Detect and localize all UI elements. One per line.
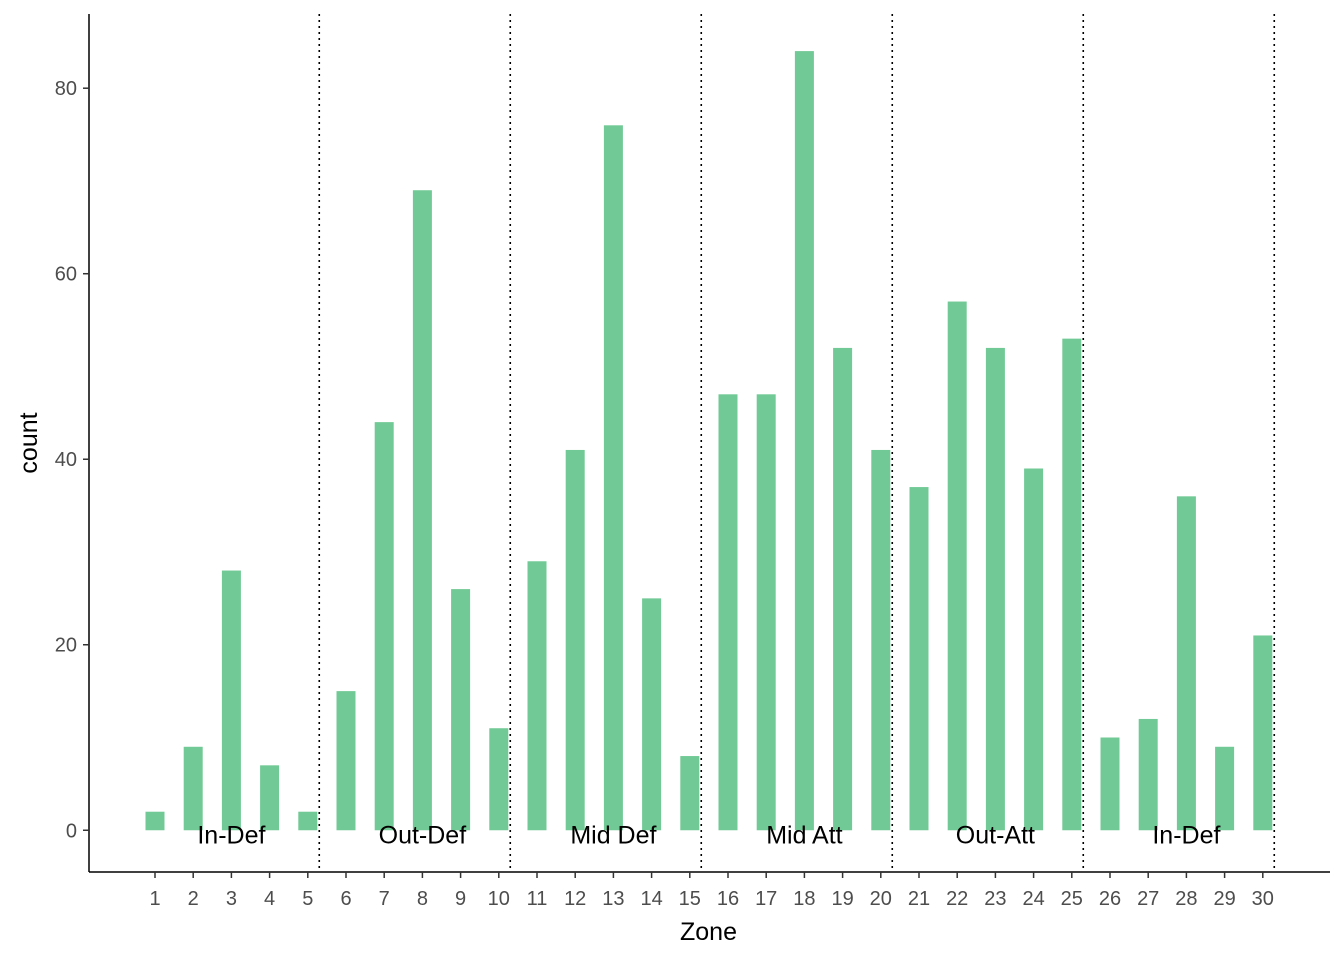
bar-zone-12 [565,449,585,831]
bar-zone-11 [527,561,547,831]
bar-zone-9 [451,589,471,831]
y-tick-label-60: 60 [55,264,77,286]
zone-label-1: In-Def [197,821,265,849]
bar-zone-24 [1024,468,1044,831]
zone-labels-layer: In-Def Out-Def Mid Def Mid Att Out-Att In-Def [197,821,1220,849]
y-axis-ticks: 0 20 40 60 80 [55,78,89,842]
bar-zone-14 [642,598,662,831]
x-tick-label-22: 22 [946,888,968,910]
bar-zone-22 [947,301,967,831]
zone-label-6: In-Def [1152,821,1220,849]
bar-zone-2 [183,746,203,831]
x-tick-label-2: 2 [188,888,199,910]
bar-zone-23 [985,347,1005,831]
bar-zone-3 [221,570,241,831]
x-tick-label-25: 25 [1061,888,1083,910]
bar-zone-4 [260,765,280,831]
x-tick-label-13: 13 [602,888,624,910]
bar-zone-5 [298,811,318,831]
x-tick-label-30: 30 [1252,888,1274,910]
x-tick-label-27: 27 [1137,888,1159,910]
bars-layer [145,51,1273,831]
zone-label-2: Out-Def [379,821,467,849]
x-tick-label-24: 24 [1022,888,1044,910]
bar-zone-30 [1253,635,1273,831]
x-tick-label-17: 17 [755,888,777,910]
bar-zone-1 [145,811,165,831]
bar-zone-8 [412,190,432,831]
x-tick-label-11: 11 [527,888,548,910]
bar-zone-16 [718,394,738,831]
x-tick-label-19: 19 [831,888,853,910]
x-tick-label-10: 10 [488,888,510,910]
x-tick-label-3: 3 [226,888,237,910]
bar-zone-7 [374,422,394,831]
x-tick-label-12: 12 [564,888,586,910]
bar-zone-18 [794,51,814,831]
bar-zone-28 [1176,496,1196,831]
bar-zone-29 [1215,746,1235,831]
x-tick-label-7: 7 [379,888,390,910]
x-tick-label-28: 28 [1175,888,1197,910]
bar-zone-21 [909,487,929,831]
zone-dividers-layer [318,14,1276,872]
zone-label-3: Mid Def [570,821,656,849]
y-tick-label-40: 40 [55,449,77,471]
x-tick-label-23: 23 [984,888,1006,910]
x-tick-label-6: 6 [340,888,351,910]
x-tick-label-26: 26 [1099,888,1121,910]
y-tick-label-20: 20 [55,635,77,657]
x-tick-label-8: 8 [417,888,428,910]
zone-label-4: Mid Att [766,821,842,849]
x-tick-label-16: 16 [717,888,739,910]
y-tick-label-80: 80 [55,78,77,100]
x-axis-title: Zone [680,918,737,946]
y-tick-label-0: 0 [66,820,77,842]
bar-zone-13 [603,125,623,831]
bar-zone-10 [489,728,509,831]
bar-zone-17 [756,394,776,831]
bar-zone-6 [336,691,356,831]
x-tick-label-4: 4 [264,888,275,910]
x-tick-label-15: 15 [679,888,701,910]
x-tick-label-9: 9 [455,888,466,910]
bar-zone-20 [871,449,891,831]
x-tick-label-14: 14 [640,888,662,910]
y-axis-title: count [15,412,43,473]
x-tick-label-29: 29 [1213,888,1235,910]
x-tick-label-20: 20 [870,888,892,910]
bar-zone-15 [680,756,700,831]
x-axis-ticks: 1 2 3 4 5 6 7 8 9 10 11 12 13 14 15 16 17 18 19 20 21 22 23 24 2… [149,872,1274,910]
bar-zone-26 [1100,737,1120,831]
x-tick-label-5: 5 [302,888,313,910]
bar-zone-25 [1062,338,1082,831]
x-tick-label-21: 21 [908,888,930,910]
zone-label-5: Out-Att [956,821,1035,849]
bar-zone-19 [833,347,853,831]
bar-zone-27 [1138,718,1158,831]
x-tick-label-18: 18 [793,888,815,910]
x-tick-label-1: 1 [149,888,160,910]
